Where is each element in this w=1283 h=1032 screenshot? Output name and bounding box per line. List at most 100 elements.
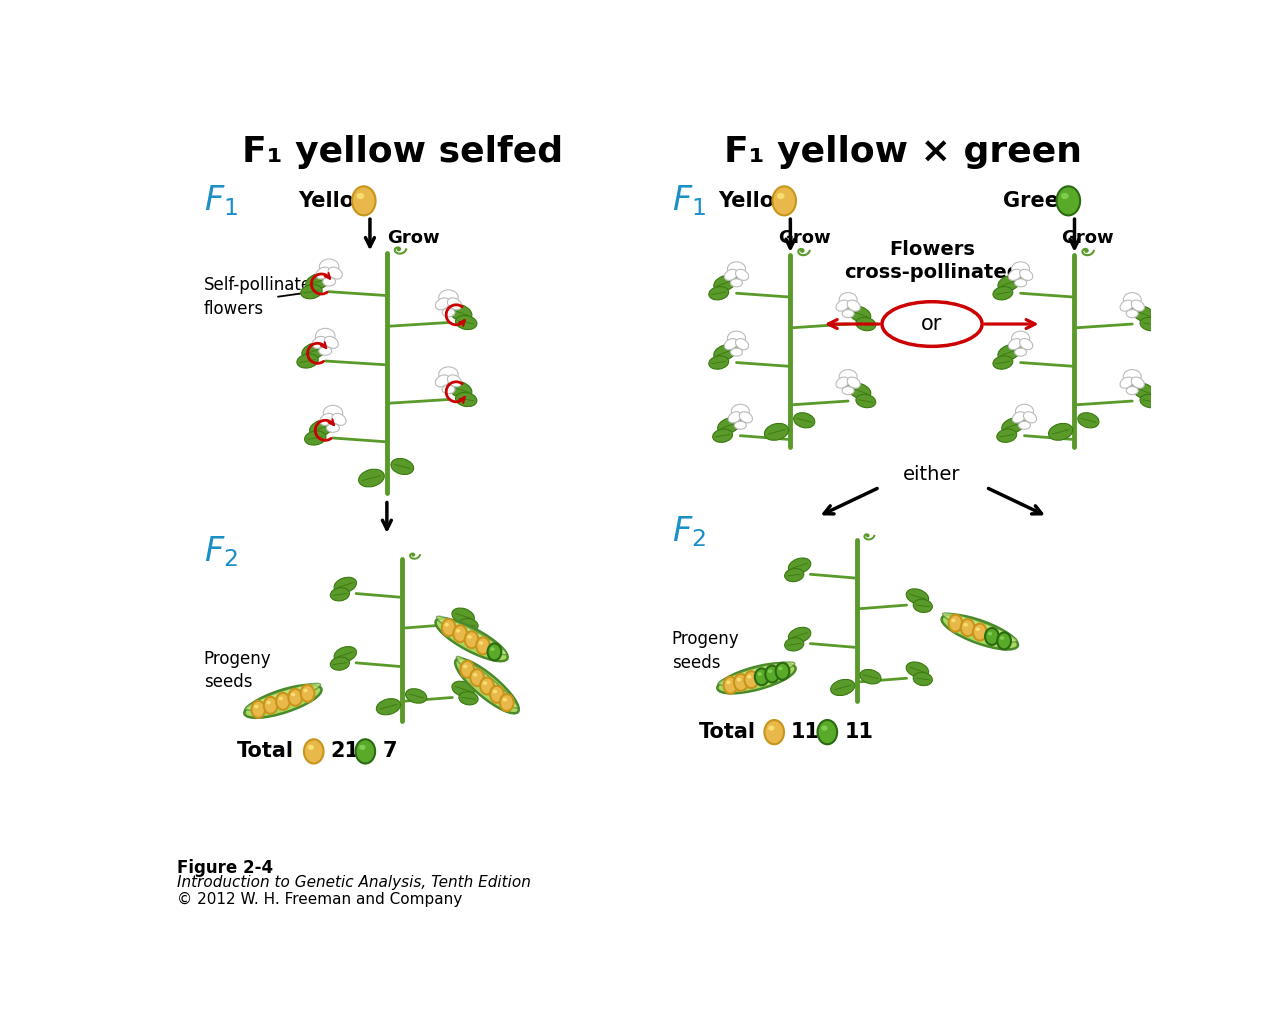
Ellipse shape bbox=[267, 701, 271, 704]
Text: Yellow: Yellow bbox=[299, 191, 373, 211]
Ellipse shape bbox=[744, 671, 758, 688]
Text: or: or bbox=[921, 314, 943, 334]
Ellipse shape bbox=[718, 662, 794, 685]
Ellipse shape bbox=[881, 301, 981, 347]
Ellipse shape bbox=[1015, 405, 1033, 418]
Ellipse shape bbox=[300, 685, 314, 702]
Ellipse shape bbox=[999, 637, 1005, 640]
Ellipse shape bbox=[997, 429, 1016, 443]
Ellipse shape bbox=[435, 618, 508, 662]
Ellipse shape bbox=[1133, 307, 1155, 322]
Text: © 2012 W. H. Freeman and Company: © 2012 W. H. Freeman and Company bbox=[177, 892, 463, 906]
Text: Flowers
cross-pollinated: Flowers cross-pollinated bbox=[844, 239, 1020, 282]
Ellipse shape bbox=[1057, 187, 1080, 216]
Ellipse shape bbox=[734, 421, 747, 429]
Ellipse shape bbox=[735, 269, 749, 281]
Ellipse shape bbox=[713, 345, 736, 360]
Ellipse shape bbox=[765, 666, 779, 682]
Ellipse shape bbox=[435, 375, 449, 387]
Ellipse shape bbox=[708, 287, 729, 300]
Ellipse shape bbox=[727, 262, 745, 276]
Ellipse shape bbox=[785, 638, 803, 651]
Ellipse shape bbox=[322, 278, 336, 286]
Ellipse shape bbox=[708, 356, 729, 369]
Ellipse shape bbox=[291, 692, 295, 697]
Ellipse shape bbox=[997, 633, 1011, 649]
Ellipse shape bbox=[464, 632, 479, 648]
Ellipse shape bbox=[1008, 269, 1021, 281]
Ellipse shape bbox=[1129, 385, 1135, 390]
Ellipse shape bbox=[856, 394, 876, 408]
Ellipse shape bbox=[785, 569, 803, 582]
Ellipse shape bbox=[1132, 377, 1144, 388]
Ellipse shape bbox=[1061, 193, 1069, 199]
Ellipse shape bbox=[330, 422, 336, 427]
Ellipse shape bbox=[441, 619, 455, 636]
Text: Progeny
seeds: Progeny seeds bbox=[204, 650, 271, 691]
Ellipse shape bbox=[503, 698, 507, 702]
Ellipse shape bbox=[463, 665, 467, 669]
Text: $F_1$: $F_1$ bbox=[672, 184, 706, 218]
Ellipse shape bbox=[1015, 348, 1026, 356]
Ellipse shape bbox=[1020, 338, 1033, 350]
Ellipse shape bbox=[726, 680, 730, 684]
Text: Yellow: Yellow bbox=[718, 191, 793, 211]
Ellipse shape bbox=[717, 664, 795, 694]
Ellipse shape bbox=[727, 331, 745, 345]
Ellipse shape bbox=[443, 309, 455, 317]
Ellipse shape bbox=[1126, 387, 1138, 394]
Text: $F_1$: $F_1$ bbox=[204, 184, 237, 218]
Ellipse shape bbox=[856, 318, 876, 330]
Ellipse shape bbox=[1017, 347, 1024, 352]
Ellipse shape bbox=[788, 627, 811, 643]
Ellipse shape bbox=[452, 681, 475, 697]
Ellipse shape bbox=[264, 697, 277, 714]
Text: Progeny
seeds: Progeny seeds bbox=[672, 631, 739, 672]
Ellipse shape bbox=[1008, 338, 1021, 350]
Ellipse shape bbox=[303, 688, 308, 692]
Ellipse shape bbox=[1133, 383, 1155, 399]
Text: 11: 11 bbox=[792, 722, 820, 742]
Ellipse shape bbox=[448, 375, 462, 387]
Text: Total: Total bbox=[237, 741, 294, 762]
Ellipse shape bbox=[359, 745, 366, 750]
Ellipse shape bbox=[493, 689, 497, 694]
Ellipse shape bbox=[254, 705, 259, 708]
Text: Grow: Grow bbox=[777, 229, 830, 247]
Ellipse shape bbox=[985, 628, 998, 645]
Text: Figure 2-4: Figure 2-4 bbox=[177, 860, 273, 877]
Ellipse shape bbox=[757, 672, 762, 676]
Ellipse shape bbox=[942, 615, 1017, 649]
Ellipse shape bbox=[334, 647, 357, 663]
Ellipse shape bbox=[334, 577, 357, 593]
Ellipse shape bbox=[729, 412, 742, 423]
Ellipse shape bbox=[455, 658, 518, 713]
Ellipse shape bbox=[988, 632, 992, 636]
Ellipse shape bbox=[1019, 421, 1030, 429]
Ellipse shape bbox=[444, 623, 449, 626]
Ellipse shape bbox=[993, 356, 1012, 369]
Ellipse shape bbox=[359, 470, 385, 487]
Ellipse shape bbox=[860, 670, 881, 684]
Ellipse shape bbox=[788, 558, 811, 574]
Ellipse shape bbox=[448, 381, 472, 398]
Ellipse shape bbox=[765, 423, 789, 441]
Ellipse shape bbox=[457, 656, 517, 708]
Ellipse shape bbox=[1012, 412, 1025, 423]
Ellipse shape bbox=[847, 377, 861, 388]
Ellipse shape bbox=[730, 348, 743, 356]
Ellipse shape bbox=[332, 414, 346, 425]
Ellipse shape bbox=[300, 285, 322, 299]
Ellipse shape bbox=[251, 701, 266, 718]
Ellipse shape bbox=[322, 345, 328, 351]
Ellipse shape bbox=[1011, 331, 1029, 345]
Text: 21: 21 bbox=[331, 741, 359, 762]
Text: F₁ yellow selfed: F₁ yellow selfed bbox=[241, 134, 563, 168]
Ellipse shape bbox=[302, 343, 326, 359]
Ellipse shape bbox=[717, 418, 740, 433]
Ellipse shape bbox=[308, 745, 314, 750]
Ellipse shape bbox=[405, 688, 427, 703]
Ellipse shape bbox=[476, 638, 490, 654]
Ellipse shape bbox=[445, 384, 452, 389]
Ellipse shape bbox=[304, 739, 323, 764]
